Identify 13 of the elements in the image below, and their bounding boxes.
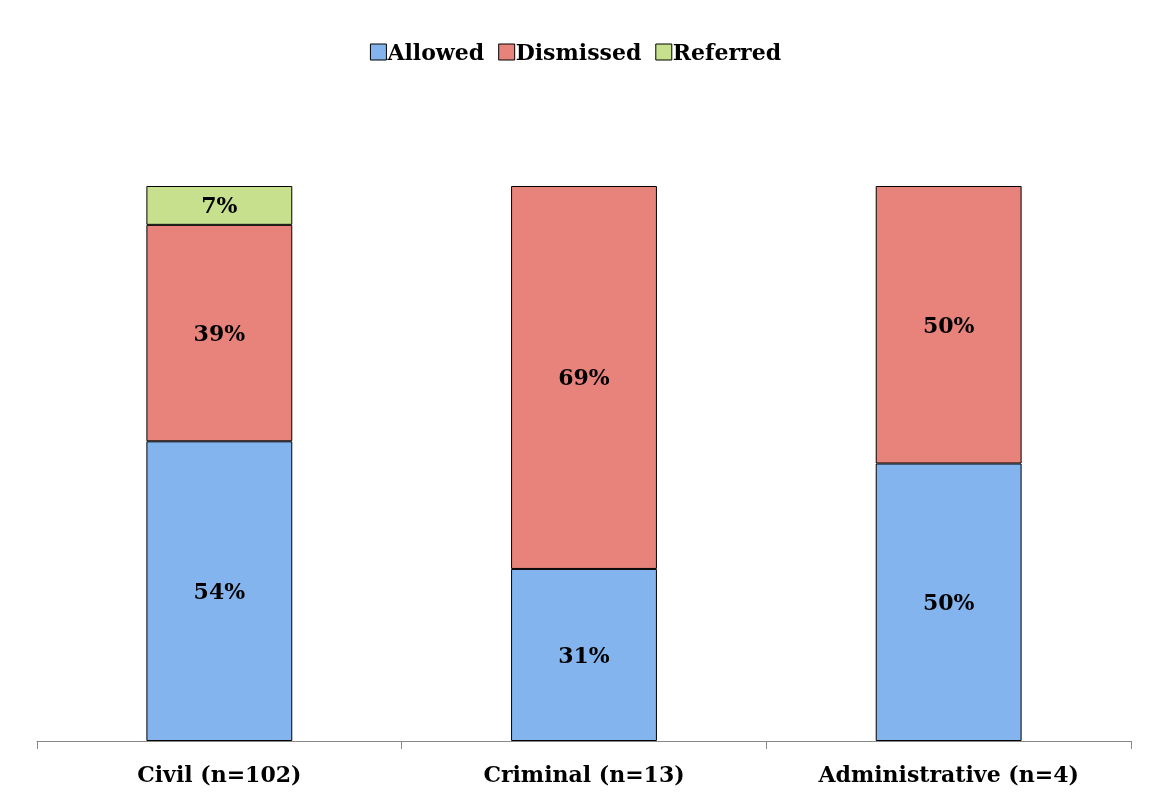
legend-label: Referred xyxy=(672,39,782,65)
x-tick-label: Civil (n=102) xyxy=(137,761,302,787)
legend-label: Allowed xyxy=(386,39,485,65)
data-label: 69% xyxy=(558,364,610,391)
data-label: 31% xyxy=(558,641,610,668)
legend-label: Dismissed xyxy=(515,39,642,65)
data-label: 7% xyxy=(201,192,238,219)
data-label: 54% xyxy=(193,578,246,605)
x-tick-label: Administrative (n=4) xyxy=(817,761,1079,787)
x-tick-label: Criminal (n=13) xyxy=(483,761,685,787)
data-label: 50% xyxy=(922,311,975,338)
data-label: 39% xyxy=(193,320,246,347)
data-label: 50% xyxy=(922,589,975,616)
